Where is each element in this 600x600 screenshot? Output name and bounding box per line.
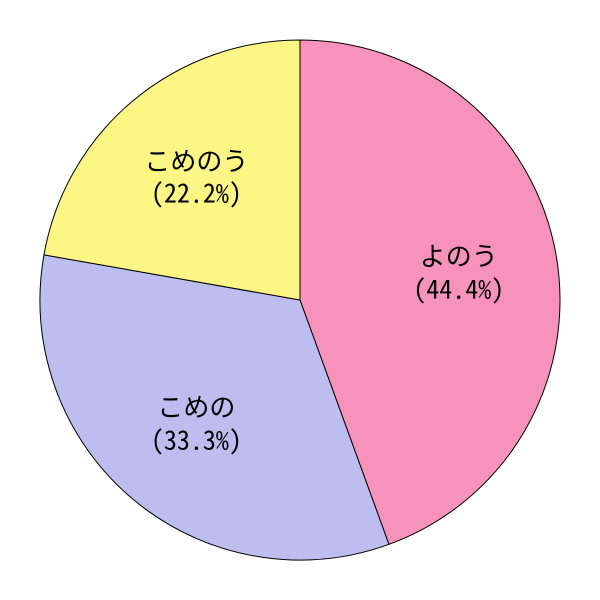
pie-chart: よのう(44.4%)こめの(33.3%)こめのう(22.2%) [0,0,600,600]
pie-slice [44,40,300,300]
pie-chart-svg [0,0,600,600]
